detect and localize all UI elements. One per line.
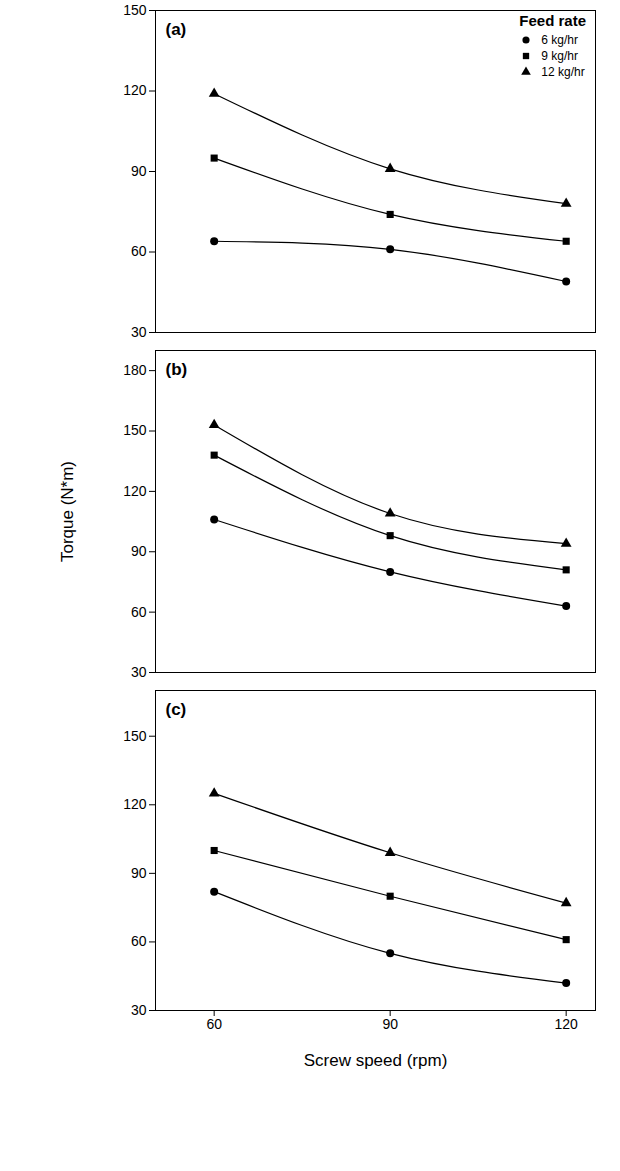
svg-text:(b): (b) [166, 360, 188, 379]
svg-text:30: 30 [131, 1002, 147, 1018]
svg-text:150: 150 [123, 422, 147, 438]
svg-text:(c): (c) [166, 700, 187, 719]
svg-text:120: 120 [123, 796, 147, 812]
svg-text:30: 30 [131, 324, 147, 340]
svg-text:180: 180 [123, 362, 147, 378]
svg-text:90: 90 [382, 1016, 398, 1032]
svg-text:90: 90 [131, 865, 147, 881]
html-text:12 kg/hr: 12 kg/hr [541, 65, 585, 79]
svg-text:90: 90 [131, 543, 147, 559]
svg-text:60: 60 [131, 604, 147, 620]
svg-text:90: 90 [131, 163, 147, 179]
svg-text:150: 150 [123, 2, 147, 18]
svg-text:60: 60 [131, 243, 147, 259]
svg-text:120: 120 [123, 82, 147, 98]
svg-text:(a): (a) [166, 20, 187, 39]
html-text:6 kg/hr: 6 kg/hr [541, 33, 578, 47]
svg-text:150: 150 [123, 728, 147, 744]
svg-text:60: 60 [206, 1016, 222, 1032]
svg-text:Screw speed (rpm): Screw speed (rpm) [304, 1051, 448, 1070]
svg-text:Torque (N*m): Torque (N*m) [58, 461, 77, 562]
svg-text:120: 120 [123, 483, 147, 499]
svg-text:60: 60 [131, 933, 147, 949]
html-text:9 kg/hr: 9 kg/hr [541, 49, 578, 63]
html-text:Feed rate: Feed rate [519, 12, 586, 29]
svg-text:30: 30 [131, 664, 147, 680]
svg-text:120: 120 [554, 1016, 578, 1032]
